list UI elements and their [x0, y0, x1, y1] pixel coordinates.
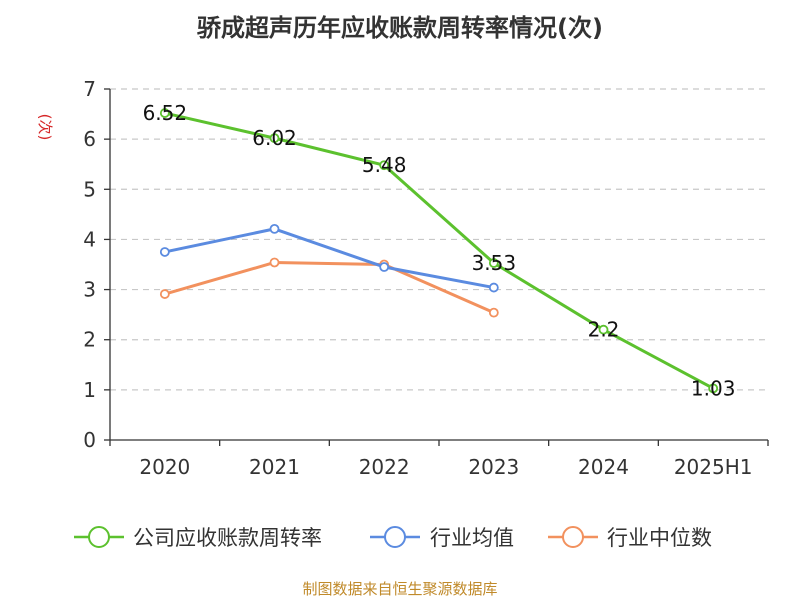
data-point	[159, 289, 170, 299]
data-point	[488, 307, 499, 318]
data-label: 3.53	[472, 251, 517, 275]
grid-lines	[110, 88, 768, 391]
data-point	[159, 108, 170, 118]
y-tick-label: 7	[83, 77, 96, 101]
data-point	[708, 383, 719, 394]
series-line	[164, 227, 495, 290]
data-labels: 6.52 6.02 5.48 3.53 2.2 1.03	[143, 101, 736, 400]
data-point	[159, 247, 170, 257]
series-lines	[159, 108, 719, 394]
x-tick-label: 2023	[468, 455, 519, 479]
source-footer: 制图数据来自恒生聚源数据库	[302, 580, 498, 598]
data-label: 6.52	[143, 101, 188, 125]
legend-label: 公司应收账款周转率	[133, 526, 322, 550]
x-tick-label: 2021	[249, 455, 300, 479]
x-tick-label: 2025H1	[674, 455, 753, 479]
y-axis-label: (次)	[36, 114, 54, 141]
x-tick-label: 2024	[578, 455, 629, 479]
x-tick-label: 2020	[139, 455, 190, 479]
y-tick-label: 5	[83, 177, 96, 201]
legend-marker	[384, 526, 406, 548]
legend-marker	[88, 526, 110, 548]
y-tick-label: 0	[83, 428, 96, 452]
data-point	[488, 258, 499, 268]
data-point	[379, 262, 390, 272]
y-tick-label: 2	[83, 328, 96, 352]
data-point	[269, 223, 280, 234]
data-point	[598, 324, 609, 335]
y-tick-label: 1	[83, 378, 96, 402]
x-tick-label: 2022	[359, 455, 410, 479]
legend: 公司应收账款周转率 行业均值 行业中位数	[74, 526, 712, 550]
data-point	[269, 257, 280, 268]
chart-title: 骄成超声历年应收账款周转率情况(次)	[197, 14, 603, 42]
data-label: 5.48	[362, 153, 407, 177]
series-line	[164, 111, 714, 390]
y-tick-label: 4	[83, 227, 96, 251]
legend-label: 行业均值	[430, 526, 514, 550]
data-point	[269, 133, 280, 144]
legend-label: 行业中位数	[607, 526, 712, 550]
data-label: 6.02	[252, 126, 297, 150]
data-label: 1.03	[691, 376, 736, 400]
axes: 0 1 2 3 4 5 6 7 2020 2021 2022 2023 2024 2025H1 (次)	[36, 77, 769, 479]
data-point	[379, 160, 390, 171]
data-point	[488, 282, 499, 293]
series-line	[164, 260, 495, 315]
legend-marker	[562, 526, 584, 548]
y-tick-label: 6	[83, 127, 96, 151]
data-label: 2.2	[588, 318, 620, 342]
y-tick-label: 3	[83, 278, 96, 302]
